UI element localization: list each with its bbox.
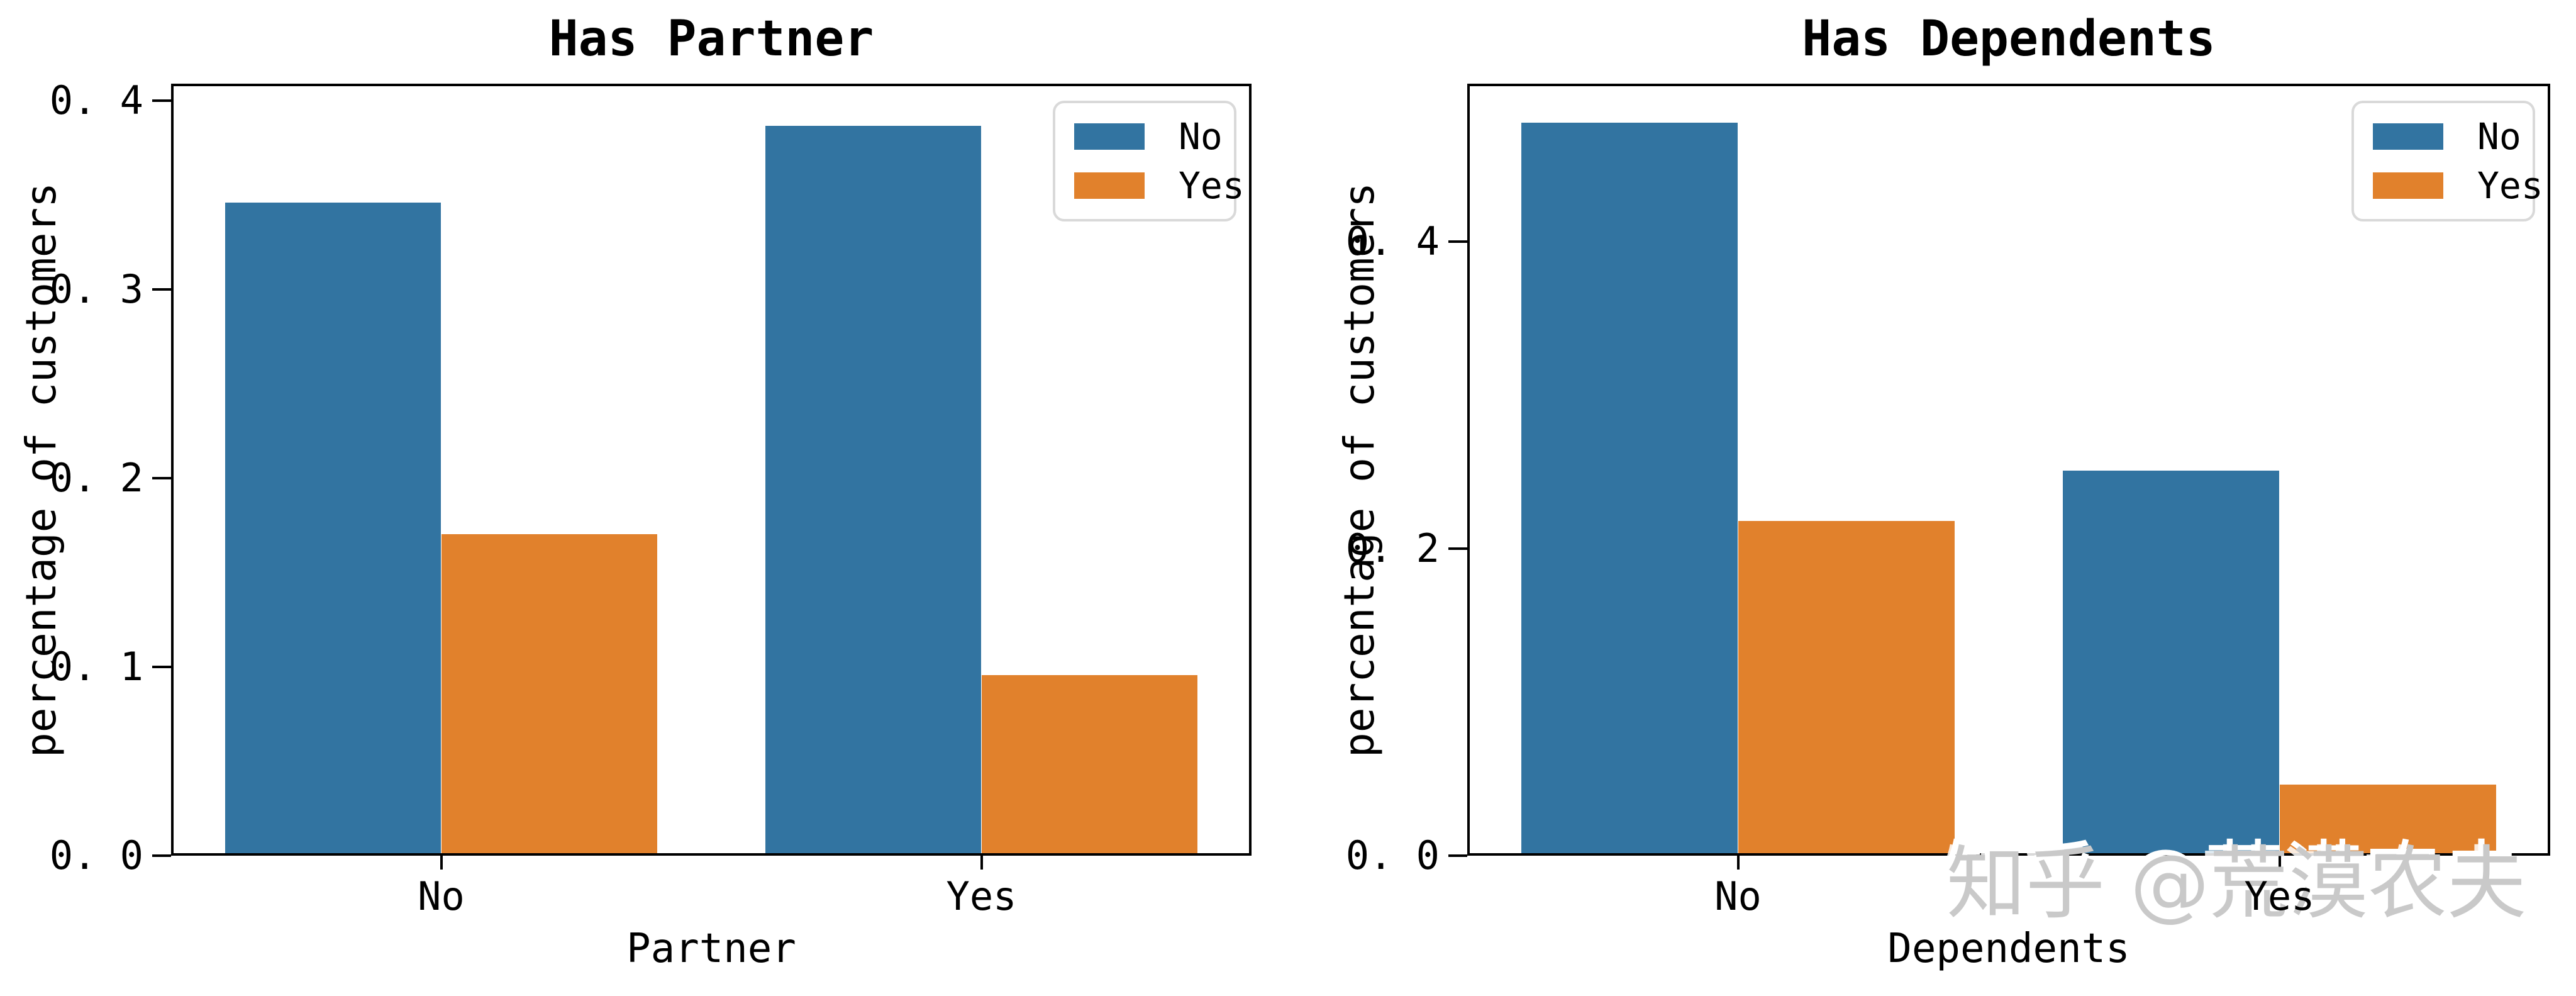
bar-no-no — [225, 202, 441, 853]
legend-swatch-orange — [2373, 172, 2443, 199]
y-tick-mark — [152, 99, 171, 102]
zhihu-watermark: 知乎 @荒漠农夫 — [1946, 837, 2527, 930]
x-tick-mark — [440, 856, 443, 870]
y-tick-label: 0. 3 — [49, 266, 143, 312]
legend-label: No — [1179, 115, 1223, 158]
legend-label: Yes — [2477, 164, 2543, 207]
legend: No Yes — [1053, 101, 1245, 221]
legend-label: No — [2477, 115, 2521, 158]
chart-title: Has Dependents — [1802, 11, 2216, 67]
y-tick-label: 0. 1 — [49, 644, 143, 690]
legend-item: No — [2373, 118, 2521, 155]
legend: No Yes — [2351, 101, 2543, 221]
legend-swatch-blue — [1074, 123, 1145, 150]
x-tick-mark — [980, 856, 983, 870]
bar-yes-yes — [981, 674, 1198, 853]
y-tick-label: 0. 2 — [1345, 525, 1440, 572]
legend-item: Yes — [1074, 167, 1245, 204]
bar-yes-no — [2063, 470, 2280, 853]
legend-label: Yes — [1179, 164, 1245, 207]
y-tick-mark — [152, 666, 171, 668]
x-tick-label: No — [1714, 873, 1762, 919]
y-tick-label: 0. 0 — [49, 832, 143, 878]
x-tick-mark — [2278, 856, 2281, 870]
y-tick-label: 0. 2 — [49, 455, 143, 501]
y-tick-mark — [152, 854, 171, 857]
x-tick-label: Yes — [2244, 873, 2315, 919]
legend-swatch-blue — [2373, 123, 2443, 150]
chart-title: Has Partner — [548, 11, 874, 67]
y-tick-mark — [1448, 240, 1467, 243]
y-tick-label: 0. 4 — [49, 77, 143, 123]
y-tick-label: 0. 4 — [1345, 218, 1440, 265]
legend-item: Yes — [2373, 167, 2543, 204]
bar-no-yes — [441, 534, 658, 853]
bar-yes-yes — [2279, 784, 2496, 853]
y-tick-label: 0. 0 — [1345, 832, 1440, 878]
y-tick-mark — [152, 288, 171, 291]
legend-item: No — [1074, 118, 1223, 155]
y-tick-mark — [1448, 854, 1467, 857]
x-tick-label: No — [418, 873, 465, 919]
bar-no-yes — [1738, 520, 1955, 853]
bar-no-no — [1521, 123, 1738, 853]
y-axis-label: percentage of customers — [1335, 182, 1384, 758]
x-axis-label: Partner — [626, 926, 796, 972]
x-tick-label: Yes — [946, 873, 1017, 919]
x-tick-mark — [1736, 856, 1740, 870]
bar-yes-no — [765, 125, 982, 853]
y-tick-mark — [1448, 547, 1467, 551]
legend-swatch-orange — [1074, 172, 1145, 199]
y-tick-mark — [152, 477, 171, 479]
x-axis-label: Dependents — [1887, 926, 2130, 972]
